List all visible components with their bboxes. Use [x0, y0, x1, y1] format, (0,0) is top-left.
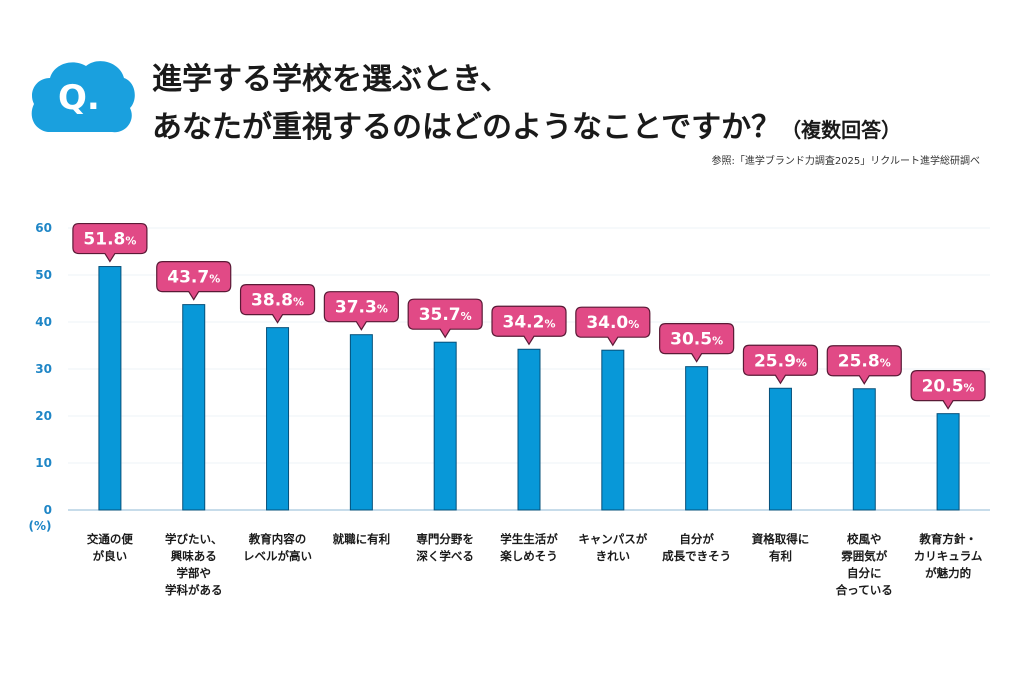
data-label-bubble — [826, 345, 902, 385]
x-category-label: 雰囲気が — [841, 549, 887, 563]
y-tick-label: 40 — [35, 315, 52, 329]
x-category-label: 合っている — [836, 583, 893, 597]
y-tick-label: 30 — [35, 362, 52, 376]
data-label-value: 20.5% — [922, 377, 975, 397]
x-category-label: 教育内容の — [248, 532, 307, 546]
bar — [852, 388, 876, 511]
data-label-value: 38.8% — [251, 291, 304, 311]
x-category-label: が魅力的 — [925, 566, 971, 580]
data-label-callout: 38.8% — [239, 284, 316, 324]
y-tick-label: 60 — [35, 221, 52, 235]
data-label-callout: 34.2% — [491, 305, 567, 346]
page-title-line1: 進学する学校を選ぶとき、 — [152, 62, 510, 97]
x-category-label: 就職に有利 — [333, 532, 391, 546]
q-badge-cloud — [31, 61, 135, 133]
data-label-value: 25.9% — [754, 351, 807, 371]
data-label-callout: 35.7% — [407, 298, 483, 339]
data-label-value: 25.8% — [838, 352, 891, 372]
x-category-label: 学生生活が — [500, 532, 558, 546]
data-label-callout: 30.5% — [659, 323, 735, 363]
x-category-label: キャンパスが — [578, 532, 647, 546]
bar — [98, 266, 122, 511]
y-tick-label: 50 — [35, 268, 52, 282]
data-label-value: 34.2% — [503, 312, 556, 332]
x-category-label: 有利 — [769, 549, 792, 563]
data-label-value: 37.3% — [335, 298, 388, 318]
x-category-label: 興味ある — [171, 549, 217, 563]
data-label-bubble — [742, 344, 819, 385]
data-label-callout: 51.8% — [72, 222, 148, 263]
x-category-label: 自分が — [679, 532, 714, 546]
data-label-bubble — [910, 370, 986, 410]
data-label-value: 51.8% — [83, 230, 136, 250]
x-category-label: 資格取得に — [752, 532, 810, 546]
x-category-label: 校風や — [847, 532, 882, 546]
data-label-callout: 20.5% — [910, 370, 986, 410]
bar — [266, 327, 290, 511]
bar — [433, 341, 457, 511]
data-label-callout: 43.7% — [156, 261, 232, 301]
data-label-value: 34.0% — [586, 313, 639, 333]
source-note: 参照:「進学ブランド力調査2025」リクルート進学総研調べ — [711, 156, 980, 167]
data-label-bubble — [156, 261, 232, 301]
data-label-bubble — [239, 284, 316, 324]
x-category-label: 教育方針・ — [918, 532, 977, 546]
data-label-bubble — [72, 222, 148, 263]
x-category-label: 楽しめそう — [499, 549, 558, 563]
x-category-label: 成長できそう — [662, 549, 731, 563]
y-axis-unit-label: (%) — [29, 519, 52, 533]
x-category-label: 学部や — [176, 566, 211, 580]
data-label-bubble — [491, 305, 567, 346]
data-label-callout: 25.9% — [742, 344, 819, 385]
data-label-callout: 37.3% — [323, 291, 399, 331]
q-badge — [31, 61, 135, 133]
q-label: Q. — [58, 78, 100, 118]
data-label-value: 43.7% — [167, 268, 220, 288]
x-category-label: 専門分野を — [416, 532, 474, 546]
x-category-label: 交通の便 — [87, 532, 133, 546]
bar — [768, 387, 792, 511]
data-label-bubble — [659, 323, 735, 363]
bar-series — [98, 266, 960, 511]
x-category-label: きれい — [596, 549, 631, 563]
page-title-suffix: （複数回答） — [781, 118, 902, 142]
data-label-callout: 34.0% — [575, 306, 651, 347]
x-category-label: が良い — [93, 549, 128, 563]
bar — [601, 349, 625, 511]
bar — [936, 413, 960, 511]
data-label-bubble — [407, 298, 483, 339]
x-category-label: 学科がある — [165, 583, 223, 597]
bar — [685, 366, 709, 511]
bar — [517, 348, 541, 511]
x-category-label: 学びたい、 — [165, 532, 223, 546]
data-label-value: 30.5% — [670, 330, 723, 350]
page-title-line2-main: あなたが重視するのはどのようなことですか？ — [152, 110, 782, 145]
bar — [349, 334, 373, 511]
data-label-bubble — [575, 306, 651, 347]
data-label-callout: 25.8% — [826, 345, 902, 385]
x-category-label: レベルが高い — [243, 549, 312, 563]
bar — [182, 304, 206, 511]
y-tick-label: 10 — [35, 456, 52, 470]
y-tick-label: 0 — [44, 503, 52, 517]
x-category-label: 自分に — [847, 566, 882, 580]
page-title-line2: あなたが重視するのはどのようなことですか？（複数回答） — [152, 102, 901, 146]
x-category-label: 深く学べる — [416, 549, 474, 563]
data-labels: 51.8% 43.7% 38.8% 37.3% 35.7% 34.2% 34.0% 30.5%… — [72, 222, 986, 410]
y-tick-label: 20 — [35, 409, 52, 423]
data-label-bubble — [323, 291, 399, 331]
x-category-label: カリキュラム — [914, 549, 983, 563]
data-label-value: 35.7% — [419, 305, 472, 325]
